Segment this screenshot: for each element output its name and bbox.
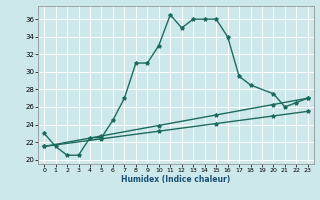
X-axis label: Humidex (Indice chaleur): Humidex (Indice chaleur) bbox=[121, 175, 231, 184]
